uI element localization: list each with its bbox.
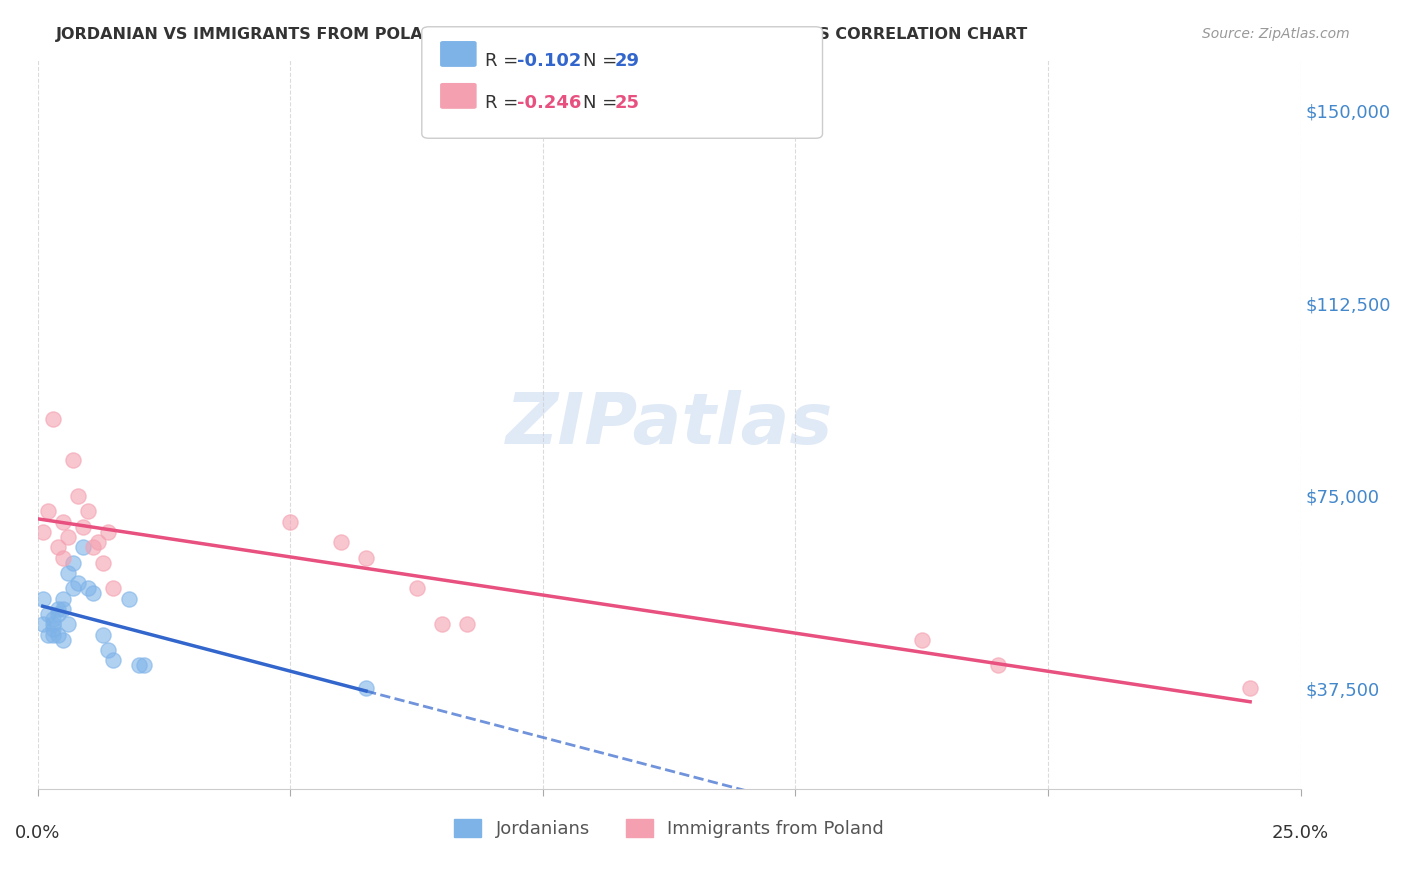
Point xyxy=(67,576,90,591)
Point xyxy=(52,602,75,616)
Point xyxy=(42,412,65,426)
Point xyxy=(77,582,100,596)
Point xyxy=(62,582,84,596)
Point xyxy=(42,623,65,637)
Point xyxy=(911,632,934,647)
Point xyxy=(430,617,453,632)
Point xyxy=(128,658,150,673)
Text: N =: N = xyxy=(583,52,623,70)
Point xyxy=(37,607,59,621)
Point xyxy=(52,591,75,606)
Point xyxy=(56,617,79,632)
Text: 25.0%: 25.0% xyxy=(1272,824,1329,842)
Text: 29: 29 xyxy=(614,52,640,70)
Point xyxy=(62,556,84,570)
Text: N =: N = xyxy=(583,94,623,112)
Point xyxy=(354,550,377,565)
Point xyxy=(31,617,53,632)
Point xyxy=(93,556,115,570)
Point xyxy=(42,617,65,632)
Point xyxy=(82,541,104,555)
Point xyxy=(986,658,1008,673)
Point xyxy=(405,582,427,596)
Point xyxy=(87,535,110,549)
Point xyxy=(37,504,59,518)
Point xyxy=(117,591,139,606)
Text: Source: ZipAtlas.com: Source: ZipAtlas.com xyxy=(1202,27,1350,41)
Point xyxy=(56,566,79,580)
Point xyxy=(56,530,79,544)
Legend: Jordanians, Immigrants from Poland: Jordanians, Immigrants from Poland xyxy=(447,812,891,845)
Point xyxy=(97,524,120,539)
Point xyxy=(456,617,478,632)
Point xyxy=(52,515,75,529)
Point xyxy=(82,586,104,600)
Text: R =: R = xyxy=(485,52,524,70)
Point xyxy=(72,541,94,555)
Point xyxy=(42,612,65,626)
Point xyxy=(37,627,59,641)
Point xyxy=(46,602,69,616)
Point xyxy=(103,653,125,667)
Text: JORDANIAN VS IMMIGRANTS FROM POLAND HOUSEHOLDER INCOME UNDER 25 YEARS CORRELATIO: JORDANIAN VS IMMIGRANTS FROM POLAND HOUS… xyxy=(56,27,1029,42)
Point xyxy=(103,582,125,596)
Point xyxy=(46,627,69,641)
Point xyxy=(46,541,69,555)
Point xyxy=(329,535,352,549)
Point xyxy=(42,627,65,641)
Point xyxy=(93,627,115,641)
Point xyxy=(31,524,53,539)
Text: -0.102: -0.102 xyxy=(517,52,582,70)
Point xyxy=(1239,681,1261,696)
Point xyxy=(354,681,377,696)
Point xyxy=(62,453,84,467)
Point xyxy=(72,520,94,534)
Text: 25: 25 xyxy=(614,94,640,112)
Text: 0.0%: 0.0% xyxy=(15,824,60,842)
Point xyxy=(97,643,120,657)
Point xyxy=(67,489,90,503)
Point xyxy=(278,515,301,529)
Point xyxy=(46,607,69,621)
Point xyxy=(52,550,75,565)
Point xyxy=(77,504,100,518)
Text: ZIPatlas: ZIPatlas xyxy=(506,390,832,458)
Text: R =: R = xyxy=(485,94,524,112)
Point xyxy=(132,658,155,673)
Point xyxy=(31,591,53,606)
Point xyxy=(52,632,75,647)
Text: -0.246: -0.246 xyxy=(517,94,582,112)
